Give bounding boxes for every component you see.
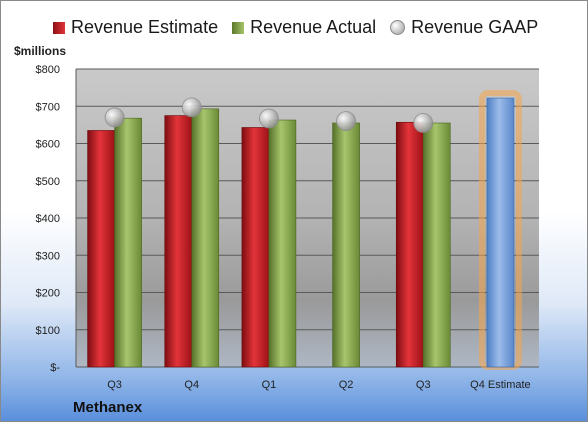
bar-actual <box>332 122 360 368</box>
y-tick-label: $300 <box>36 250 60 262</box>
legend-marker-gaap <box>390 20 406 35</box>
gaap-marker <box>259 108 279 129</box>
gaap-marker <box>104 107 125 128</box>
bar-actual <box>114 117 142 368</box>
bar-actual <box>422 122 451 368</box>
bar-actual <box>268 119 297 368</box>
y-tick-label: $700 <box>36 101 60 113</box>
y-tick-label: $400 <box>36 213 60 225</box>
gaap-marker <box>181 97 202 118</box>
legend-item-actual: Revenue Actual <box>232 17 376 38</box>
y-tick-label: $200 <box>36 288 60 300</box>
legend-label-gaap: Revenue GAAP <box>411 17 539 37</box>
legend: Revenue Estimate Revenue Actual Revenue … <box>53 17 552 38</box>
gridlines <box>75 68 539 368</box>
y-tick-label: $500 <box>36 176 60 188</box>
x-tick-label: Q3 <box>416 379 431 391</box>
y-axis-label: $millions <box>14 44 67 58</box>
bars <box>87 90 522 371</box>
x-tick-label: Q2 <box>339 379 354 391</box>
legend-label-estimate: Revenue Estimate <box>71 17 219 37</box>
y-tick-label: $600 <box>36 139 60 151</box>
gaap-marker <box>413 113 434 133</box>
x-tick-label: Q3 <box>107 379 122 391</box>
bar-forecast-estimate <box>486 97 515 368</box>
x-tick-label: Q4 <box>184 379 199 391</box>
y-tick-label: $100 <box>36 325 60 337</box>
x-tick-labels: Q3 Q4 Q1 Q2 Q3 Q4 Estimate <box>107 379 530 391</box>
gaap-marker <box>336 111 356 132</box>
bar-estimate <box>164 115 193 368</box>
x-tick-label: Q1 <box>262 379 277 391</box>
bar-estimate <box>395 121 424 368</box>
legend-item-gaap: Revenue GAAP <box>390 17 538 38</box>
legend-swatch-estimate <box>53 21 65 34</box>
bar-actual <box>191 108 220 368</box>
x-tick-label: Q4 Estimate <box>470 379 531 391</box>
y-tick-labels: $- $100 $200 $300 $400 $500 $600 $700 $800 <box>36 64 61 374</box>
legend-label-actual: Revenue Actual <box>250 17 377 37</box>
bar-estimate <box>241 127 270 368</box>
legend-item-estimate: Revenue Estimate <box>53 17 218 38</box>
bar-estimate <box>87 130 115 368</box>
legend-swatch-actual <box>232 21 245 34</box>
company-name: Methanex <box>73 399 143 416</box>
y-tick-label: $800 <box>36 64 60 76</box>
y-tick-label: $- <box>50 362 60 374</box>
